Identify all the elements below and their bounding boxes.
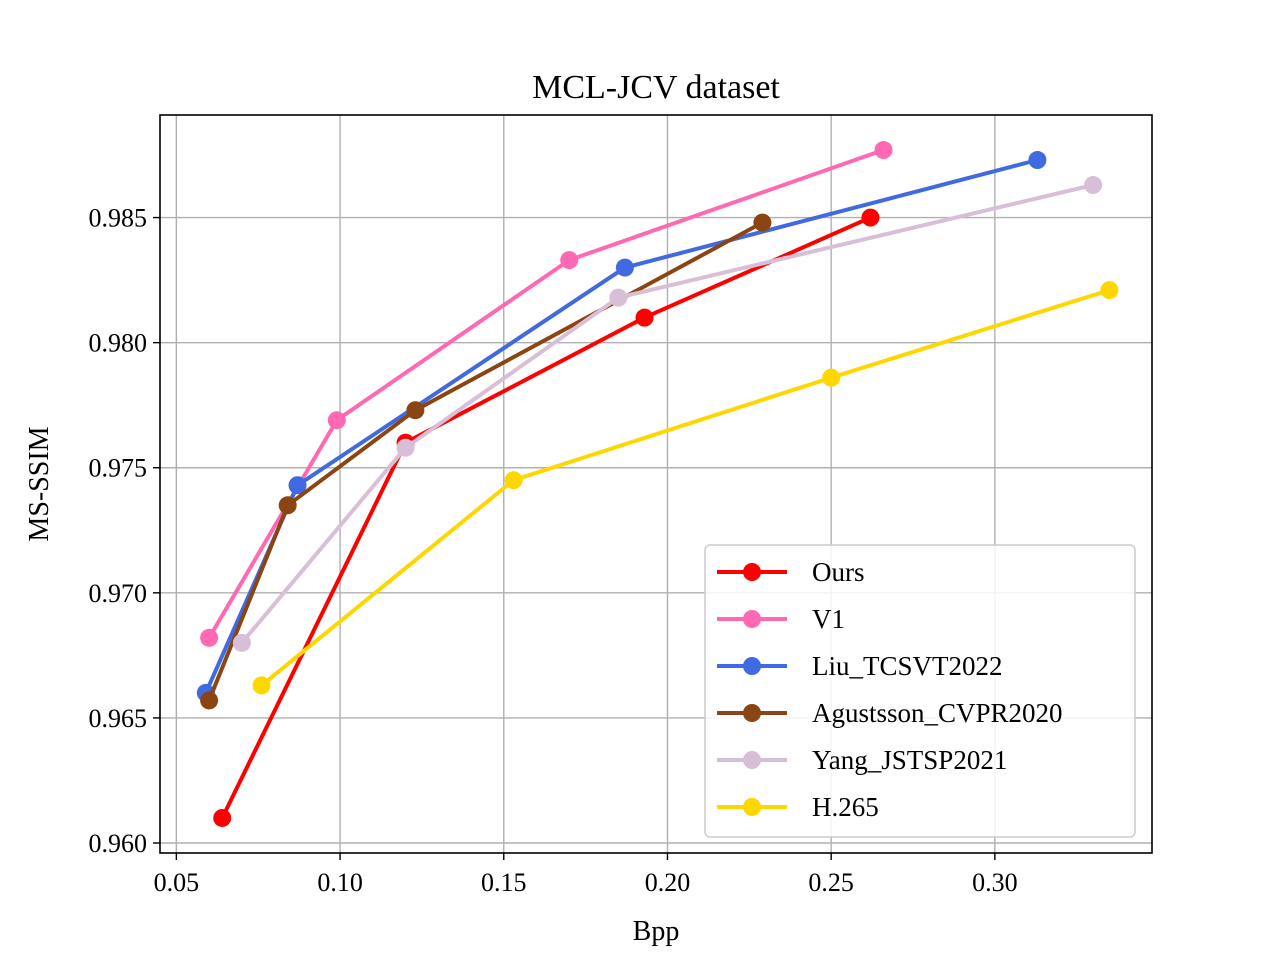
- data-point: [1084, 176, 1103, 195]
- data-point: [252, 676, 271, 695]
- legend-entry: Ours: [717, 557, 865, 587]
- series-line: [239, 183, 1096, 645]
- legend-entry: H.265: [717, 792, 879, 822]
- data-point: [504, 471, 523, 490]
- y-tick-label: 0.980: [89, 329, 148, 358]
- y-tick-label: 0.960: [89, 829, 148, 858]
- legend-entry: Yang_JSTSP2021: [717, 745, 1007, 775]
- data-point: [635, 308, 654, 327]
- x-tick-label: 0.30: [972, 868, 1018, 897]
- series-line: [207, 148, 886, 640]
- series-yang-jstsp2021: [232, 176, 1103, 652]
- legend-marker: [743, 798, 761, 816]
- legend-label: Ours: [812, 557, 865, 587]
- legend-marker: [743, 610, 761, 628]
- gridlines: [160, 115, 1152, 853]
- x-tick-label: 0.25: [808, 868, 854, 897]
- legend-label: H.265: [812, 792, 879, 822]
- data-point: [406, 401, 425, 420]
- data-point: [327, 411, 346, 430]
- data-point: [1028, 151, 1047, 170]
- y-tick-label: 0.975: [89, 454, 148, 483]
- legend-box: [704, 544, 1136, 838]
- series-v1: [200, 141, 893, 647]
- legend-label: Liu_TCSVT2022: [812, 651, 1003, 681]
- legend-label: Agustsson_CVPR2020: [812, 698, 1063, 728]
- data-point: [232, 633, 251, 652]
- legend-label: Yang_JSTSP2021: [812, 745, 1007, 775]
- x-tick-label: 0.10: [317, 868, 363, 897]
- series-group: [196, 141, 1119, 827]
- y-tick-label: 0.970: [89, 579, 148, 608]
- data-point: [288, 476, 307, 495]
- legend-label: V1: [812, 604, 845, 634]
- data-point: [1100, 281, 1119, 300]
- data-point: [396, 438, 415, 457]
- x-tick-label: 0.20: [645, 868, 691, 897]
- legend-entry: Liu_TCSVT2022: [717, 651, 1003, 681]
- data-point: [213, 808, 232, 827]
- data-point: [753, 213, 772, 232]
- x-axis: 0.05 0.10 0.15 0.20 0.25 0.30: [154, 853, 1018, 897]
- series-line: [220, 215, 873, 820]
- x-tick-label: 0.05: [154, 868, 200, 897]
- legend-marker: [743, 657, 761, 675]
- y-tick-label: 0.965: [89, 704, 148, 733]
- x-tick-label: 0.15: [481, 868, 527, 897]
- series-line: [203, 158, 1040, 695]
- series-ours: [213, 208, 880, 827]
- legend-marker: [743, 563, 761, 581]
- plot-frame: [159, 114, 1153, 854]
- legend-marker: [743, 704, 761, 722]
- data-point: [615, 258, 634, 277]
- legend-marker: [743, 751, 761, 769]
- legend-entry: Agustsson_CVPR2020: [717, 698, 1063, 728]
- data-point: [278, 496, 297, 515]
- x-axis-label: Bpp: [633, 916, 680, 947]
- series-h-265: [252, 281, 1119, 695]
- series-line: [259, 288, 1112, 688]
- y-axis: 0.960 0.965 0.970 0.975 0.980 0.985: [89, 204, 160, 858]
- data-point: [822, 368, 841, 387]
- data-point: [874, 141, 893, 160]
- data-point: [200, 628, 219, 647]
- data-point: [200, 691, 219, 710]
- data-point: [609, 288, 628, 307]
- legend-entry: V1: [717, 604, 845, 634]
- data-point: [861, 208, 880, 227]
- chart-title: MCL-JCV dataset: [532, 69, 780, 106]
- legend: Ours V1 Liu_TCSVT2022 Agustsson_CVPR2020 Yan…: [704, 544, 1136, 838]
- y-tick-label: 0.985: [89, 204, 148, 233]
- y-axis-label: MS-SSIM: [24, 426, 55, 541]
- data-point: [560, 251, 579, 270]
